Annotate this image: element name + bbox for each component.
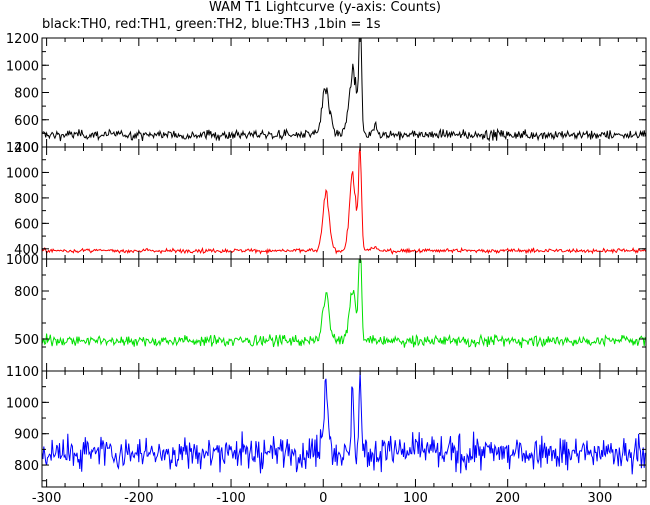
panel-frame-th1: [41, 146, 647, 260]
x-tick-label: 200: [495, 491, 520, 505]
y-tick-label: 600: [14, 114, 39, 129]
y-tick-label: 1200: [6, 141, 39, 156]
y-tick-label: 800: [14, 285, 39, 300]
y-tick-label: 1200: [6, 32, 39, 47]
lightcurve-th1-series: [41, 146, 647, 256]
x-tick-label: 100: [403, 491, 428, 505]
chart-subtitle: black:TH0, red:TH1, green:TH2, blue:TH3 …: [42, 17, 381, 32]
x-tick-label: -100: [216, 491, 246, 505]
y-tick-label: 1000: [6, 59, 39, 74]
y-tick-label: 800: [14, 87, 39, 102]
x-tick-label: -300: [32, 491, 62, 505]
y-tick-label: 900: [14, 428, 39, 443]
lightcurve-th2-series: [41, 258, 647, 349]
y-tick-label: 1000: [6, 396, 39, 411]
panel-frame-th3: [41, 370, 647, 488]
lightcurve-th0-series: [41, 37, 647, 143]
y-tick-label: 600: [14, 217, 39, 232]
y-tick-label: 400: [14, 243, 39, 258]
y-tick-label: 1000: [6, 166, 39, 181]
lightcurve-th3-series: [41, 370, 647, 475]
y-tick-label: 1100: [6, 365, 39, 380]
x-tick-label: -200: [124, 491, 154, 505]
y-tick-label: 1000: [6, 253, 39, 268]
chart-title: WAM T1 Lightcurve (y-axis: Counts): [209, 0, 441, 15]
y-tick-label: 800: [14, 192, 39, 207]
x-tick-label: 300: [587, 491, 612, 505]
y-tick-label: 400: [14, 141, 39, 156]
y-tick-label: 500: [14, 333, 39, 348]
x-tick-label: 0: [319, 491, 327, 505]
y-tick-label: 800: [14, 459, 39, 474]
panel-frame-th2: [41, 258, 647, 372]
panel-frame-th0: [41, 37, 647, 148]
